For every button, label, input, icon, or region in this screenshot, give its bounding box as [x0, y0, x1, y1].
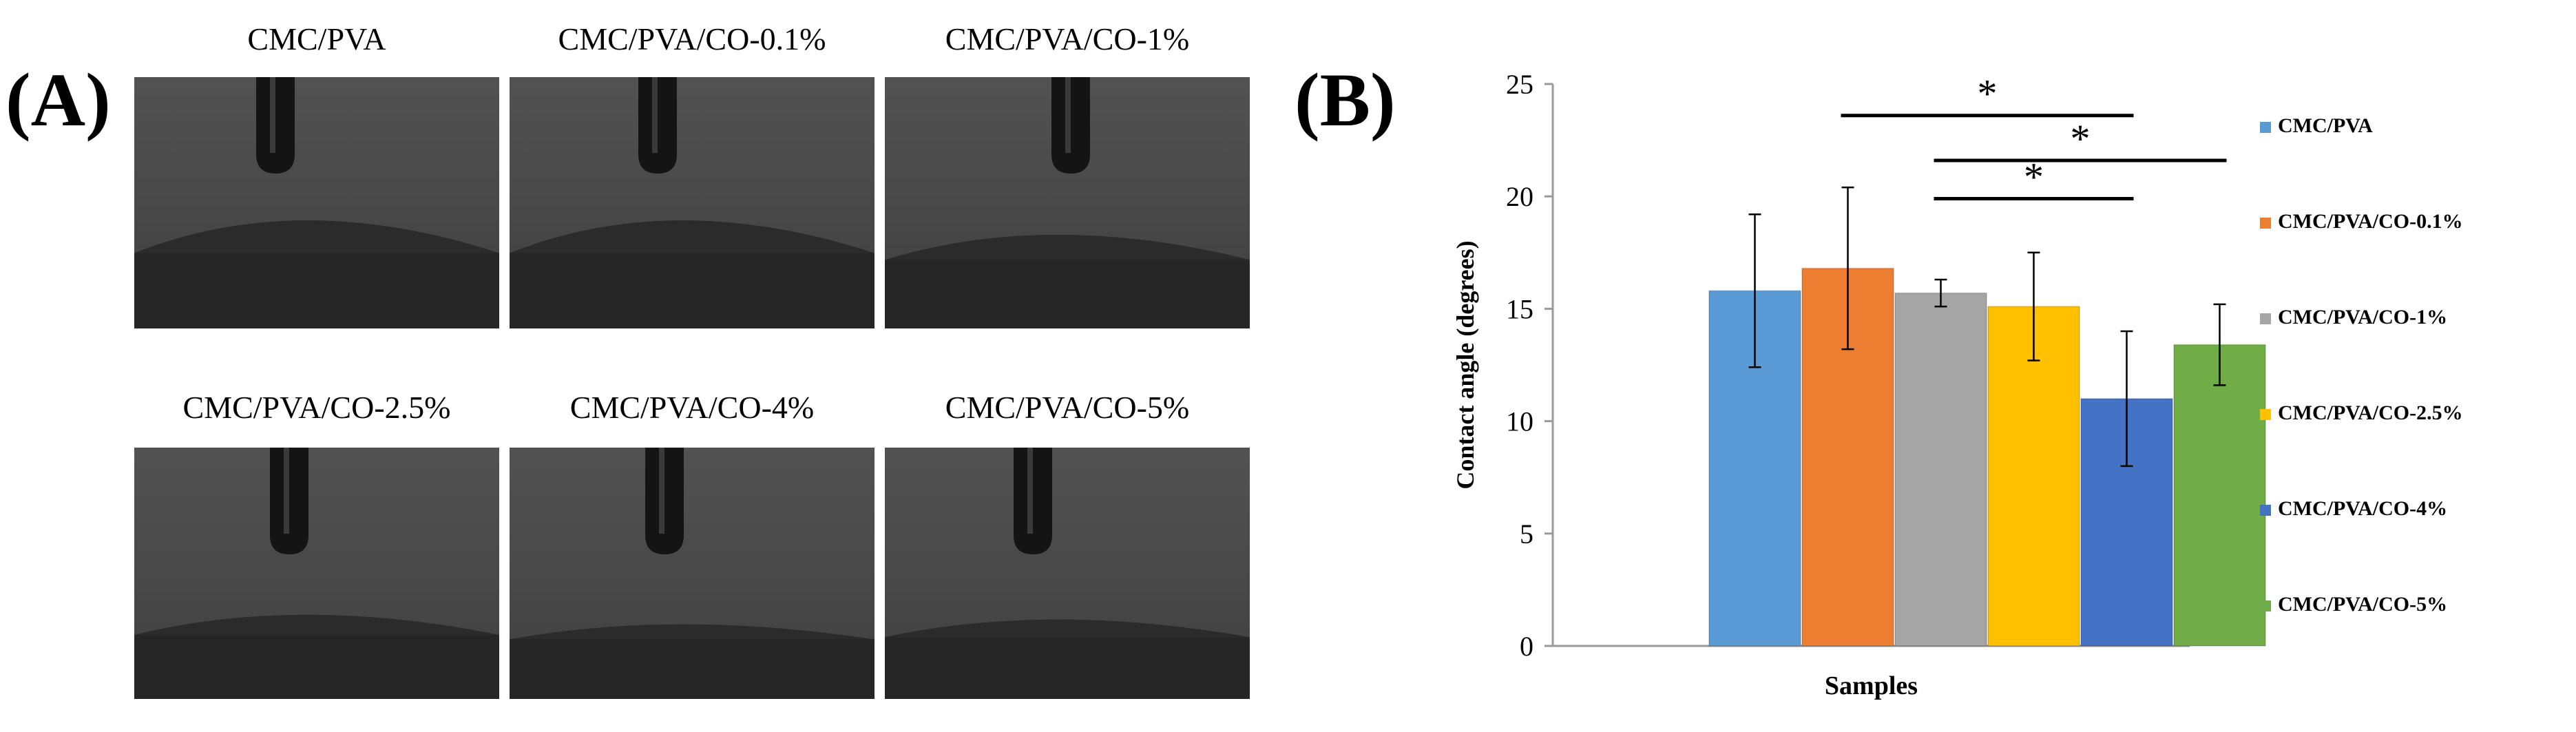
legend-label-5: CMC/PVA/CO-4%: [2278, 497, 2447, 520]
legend-swatch-4: [2260, 409, 2271, 420]
needle-highlight: [284, 448, 289, 534]
legend-swatch-6: [2260, 600, 2271, 611]
droplet-scene: [885, 448, 1250, 699]
substrate: [510, 639, 875, 699]
droplet-photo: [510, 448, 875, 699]
legend-swatch-1: [2260, 122, 2271, 133]
significance-star-3: *: [2024, 154, 2044, 199]
needle-highlight: [652, 77, 658, 153]
substrate: [510, 253, 875, 328]
panel-a-label: (A): [6, 58, 111, 142]
photo-caption: CMC/PVA/CO-1%: [945, 21, 1190, 56]
substrate: [134, 634, 499, 699]
legend-label-2: CMC/PVA/CO-0.1%: [2278, 210, 2463, 233]
y-tick-label: 20: [1506, 181, 1533, 212]
droplet-photo: [885, 448, 1250, 699]
legend-swatch-3: [2260, 313, 2271, 324]
photo-caption: CMC/PVA/CO-4%: [569, 390, 815, 425]
bar-4: [1987, 306, 2080, 647]
photo-caption: CMC/PVA/CO-2.5%: [182, 390, 451, 425]
photo-caption: CMC/PVA/CO-0.1%: [558, 21, 826, 56]
y-tick-label: 0: [1520, 631, 1533, 662]
y-tick-label: 15: [1506, 293, 1533, 324]
needle-highlight: [1065, 77, 1071, 153]
droplet-photo: [885, 77, 1250, 328]
significance-star-1: *: [1978, 72, 1998, 116]
substrate: [885, 637, 1250, 699]
droplet-scene: [134, 448, 499, 699]
y-tick-label: 25: [1506, 69, 1533, 100]
droplet-photo: [134, 448, 499, 699]
photo-caption: CMC/PVA/CO-5%: [945, 390, 1190, 425]
legend-label-1: CMC/PVA: [2278, 114, 2373, 137]
photo-caption: CMC/PVA: [247, 21, 386, 56]
bar-6: [2173, 344, 2266, 647]
droplet: [134, 614, 499, 635]
substrate: [134, 253, 499, 328]
needle-highlight: [659, 448, 664, 534]
droplet: [510, 624, 875, 640]
droplet-scene: [134, 77, 499, 328]
contact-angle-bar-chart: 0 5 10 15 20 25 Contact angle (degrees) Samples…: [1452, 69, 2463, 700]
droplet-photo: [510, 77, 875, 328]
needle-highlight: [270, 77, 275, 153]
droplet: [510, 220, 875, 253]
y-tick-label: 10: [1506, 406, 1533, 437]
significance-star-2: *: [2071, 116, 2091, 161]
droplet-photo: [134, 77, 499, 328]
legend-label-3: CMC/PVA/CO-1%: [2278, 306, 2447, 328]
legend-swatch-5: [2260, 505, 2271, 516]
legend-label-4: CMC/PVA/CO-2.5%: [2278, 401, 2463, 424]
substrate: [885, 260, 1250, 328]
droplet-scene: [510, 448, 875, 699]
x-axis-label: Samples: [1825, 671, 1918, 700]
y-axis-label: Contact angle (degrees): [1452, 240, 1479, 489]
droplet: [885, 234, 1250, 260]
droplet-scene: [885, 77, 1250, 328]
droplet: [885, 619, 1250, 638]
needle-highlight: [1027, 448, 1033, 534]
droplet: [134, 220, 499, 253]
y-tick-label: 5: [1520, 519, 1533, 550]
panel-b-label: (B): [1295, 58, 1396, 142]
legend-swatch-2: [2260, 218, 2271, 229]
droplet-scene: [510, 77, 875, 328]
bar-3: [1894, 292, 1987, 647]
legend-label-6: CMC/PVA/CO-5%: [2278, 593, 2447, 616]
